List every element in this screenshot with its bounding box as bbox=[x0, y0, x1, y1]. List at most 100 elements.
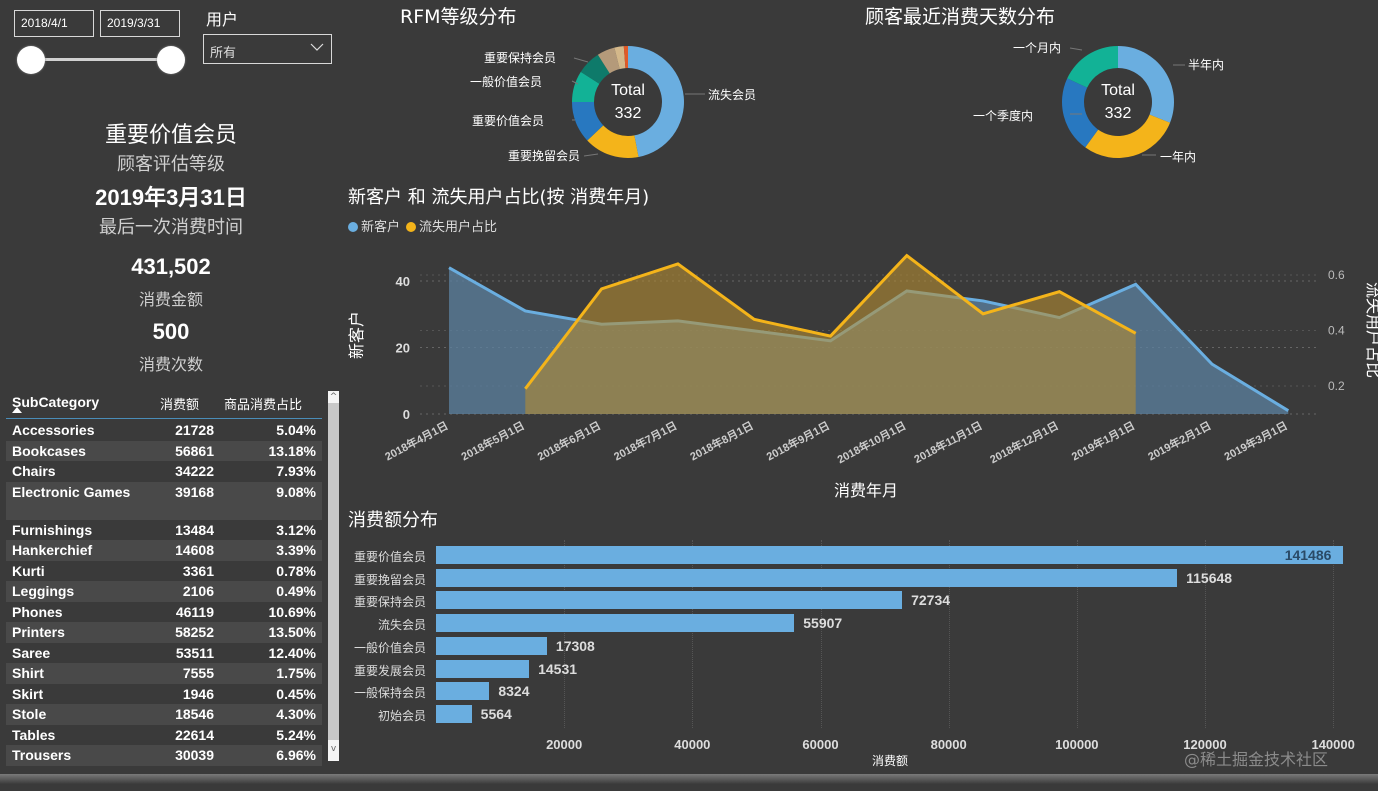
rfm-donut-chart[interactable]: Total 332 bbox=[560, 40, 695, 165]
bar-value-label: 8324 bbox=[498, 683, 530, 700]
cell-share: 7.93% bbox=[276, 463, 316, 479]
table-scrollbar[interactable]: ^ v bbox=[328, 391, 339, 761]
recency-slice[interactable] bbox=[1062, 78, 1099, 148]
bar-category-label: 重要发展会员 bbox=[353, 663, 426, 678]
table-header: SubCategory 消费额 商品消费占比 bbox=[6, 388, 322, 419]
bar[interactable] bbox=[436, 568, 1178, 587]
cell-amount: 18546 bbox=[175, 706, 214, 722]
left-y-tick: 40 bbox=[396, 274, 410, 289]
cell-subcategory: Accessories bbox=[12, 422, 95, 438]
rfm-slice[interactable] bbox=[587, 125, 639, 158]
recency-slice[interactable] bbox=[1067, 46, 1118, 88]
cell-share: 5.04% bbox=[276, 422, 316, 438]
recency-slice[interactable] bbox=[1118, 46, 1174, 123]
bar-x-tick: 80000 bbox=[930, 737, 967, 752]
table-row[interactable]: Bookcases 56861 13.18% bbox=[6, 440, 322, 461]
table-row[interactable]: Hankerchief 14608 3.39% bbox=[6, 540, 322, 561]
user-filter-dropdown[interactable]: 所有 bbox=[203, 34, 332, 64]
cell-amount: 46119 bbox=[175, 603, 214, 620]
bar[interactable] bbox=[436, 546, 1343, 564]
table-row[interactable]: Saree 53511 12.40% bbox=[6, 643, 322, 664]
bar-value-label: 72734 bbox=[911, 592, 951, 609]
cell-share: 4.30% bbox=[276, 706, 316, 722]
legend-churn-ratio[interactable]: 流失用户占比 bbox=[406, 216, 497, 235]
bar-x-tick: 100000 bbox=[1055, 737, 1099, 752]
table-row[interactable]: Stole 18546 4.30% bbox=[6, 704, 322, 725]
grid-line bbox=[1205, 540, 1206, 728]
right-y-tick: 0.2 bbox=[1328, 379, 1345, 393]
table-row[interactable]: Printers 58252 13.50% bbox=[6, 622, 322, 643]
bar-x-tick: 60000 bbox=[802, 737, 839, 752]
table-row[interactable]: Chairs 34222 7.93% bbox=[6, 461, 322, 482]
bar-category-label: 重要价值会员 bbox=[353, 550, 426, 564]
table-row[interactable]: Tables 22614 5.24% bbox=[6, 725, 322, 746]
legend-new-customers[interactable]: 新客户 bbox=[348, 216, 400, 235]
grid-line bbox=[948, 540, 950, 728]
recency-label-year: 一年内 bbox=[1160, 150, 1197, 164]
date-end-input[interactable]: 2019/3/31 bbox=[100, 10, 180, 37]
rfm-slice[interactable] bbox=[628, 46, 684, 158]
table-row[interactable]: Shirt 7555 1.75% bbox=[6, 663, 322, 684]
date-start-input[interactable]: 2018/4/1 bbox=[14, 10, 94, 37]
table-row[interactable]: Leggings 2106 0.49% bbox=[6, 581, 322, 602]
rfm-center-value: 332 bbox=[615, 105, 642, 122]
cell-amount: 21728 bbox=[175, 422, 214, 438]
date-slider-start-handle[interactable] bbox=[17, 46, 45, 74]
recency-slice[interactable] bbox=[1085, 114, 1171, 158]
table-row[interactable]: Skirt 1946 0.45% bbox=[6, 684, 322, 705]
amount-value: 431,502 bbox=[131, 254, 211, 279]
rfm-slice[interactable] bbox=[572, 102, 604, 141]
cell-share: 1.75% bbox=[276, 665, 316, 681]
header-amount[interactable]: 消费额 bbox=[160, 398, 200, 413]
rfm-slice[interactable] bbox=[614, 46, 626, 70]
recency-donut-chart[interactable]: Total 332 bbox=[1050, 40, 1185, 165]
bar[interactable] bbox=[436, 636, 547, 655]
date-slider-end-handle[interactable] bbox=[157, 46, 185, 74]
churn-ratio-line[interactable] bbox=[524, 253, 1137, 390]
cell-share: 13.50% bbox=[268, 624, 316, 640]
table-row[interactable]: Trousers 30039 6.96% bbox=[6, 745, 322, 766]
cell-amount: 56861 bbox=[175, 442, 214, 459]
rfm-slice[interactable] bbox=[597, 47, 620, 74]
recency-donut-title: 顾客最近消费天数分布 bbox=[865, 6, 1056, 28]
scroll-down-button[interactable]: v bbox=[330, 744, 337, 754]
rfm-label-lost: 流失会员 bbox=[708, 88, 757, 102]
table-row[interactable]: Phones 46119 10.69% bbox=[6, 602, 322, 623]
scroll-up-button[interactable]: ^ bbox=[329, 392, 338, 402]
header-subcategory[interactable]: SubCategory bbox=[12, 394, 100, 410]
table-row[interactable]: Accessories 21728 5.04% bbox=[6, 420, 322, 441]
rfm-level-label: 顾客评估等级 bbox=[117, 154, 225, 175]
bar[interactable] bbox=[436, 704, 472, 723]
x-axis-tick: 2018年10月1日 bbox=[835, 418, 909, 466]
cell-subcategory: Trousers bbox=[12, 747, 72, 763]
rfm-slice[interactable] bbox=[580, 54, 610, 84]
rfm-slice[interactable] bbox=[623, 46, 628, 69]
bar-category-label: 一般价值会员 bbox=[353, 640, 426, 655]
cell-amount: 1946 bbox=[182, 685, 214, 702]
line-chart[interactable]: 0 20 40 0.2 0.4 0.6 2018年4月1日 2018年5月1日 2018年6月… bbox=[340, 245, 1378, 505]
cell-share: 5.24% bbox=[276, 726, 316, 743]
x-axis-tick: 2019年2月1日 bbox=[1145, 418, 1213, 463]
bar[interactable] bbox=[436, 659, 530, 678]
cell-subcategory: Chairs bbox=[12, 463, 56, 479]
scroll-thumb[interactable] bbox=[328, 403, 339, 740]
date-range-slider-track[interactable] bbox=[30, 58, 170, 61]
cell-subcategory: Furnishings bbox=[12, 521, 93, 538]
cell-share: 0.45% bbox=[276, 685, 316, 702]
bar-value-label: 141486 bbox=[1284, 547, 1332, 563]
rfm-slice[interactable] bbox=[572, 71, 600, 102]
cell-subcategory: Kurti bbox=[12, 562, 45, 579]
cell-share: 0.78% bbox=[276, 562, 316, 579]
cell-share: 6.96% bbox=[276, 747, 316, 763]
cell-amount: 30039 bbox=[175, 747, 214, 763]
table-row[interactable]: Electronic Games 39168 9.08% bbox=[6, 481, 322, 520]
bar[interactable] bbox=[436, 591, 903, 610]
user-filter-value: 所有 bbox=[210, 46, 237, 61]
bar-value-label: 17308 bbox=[555, 637, 595, 654]
table-row[interactable]: Furnishings 13484 3.12% bbox=[6, 520, 322, 541]
subcategory-table: SubCategory 消费额 商品消费占比 Accessories 21728 5… bbox=[6, 388, 322, 766]
bar[interactable] bbox=[436, 682, 490, 701]
header-share[interactable]: 商品消费占比 bbox=[224, 398, 303, 413]
bar[interactable] bbox=[436, 614, 795, 633]
table-row[interactable]: Kurti 3361 0.78% bbox=[6, 561, 322, 582]
